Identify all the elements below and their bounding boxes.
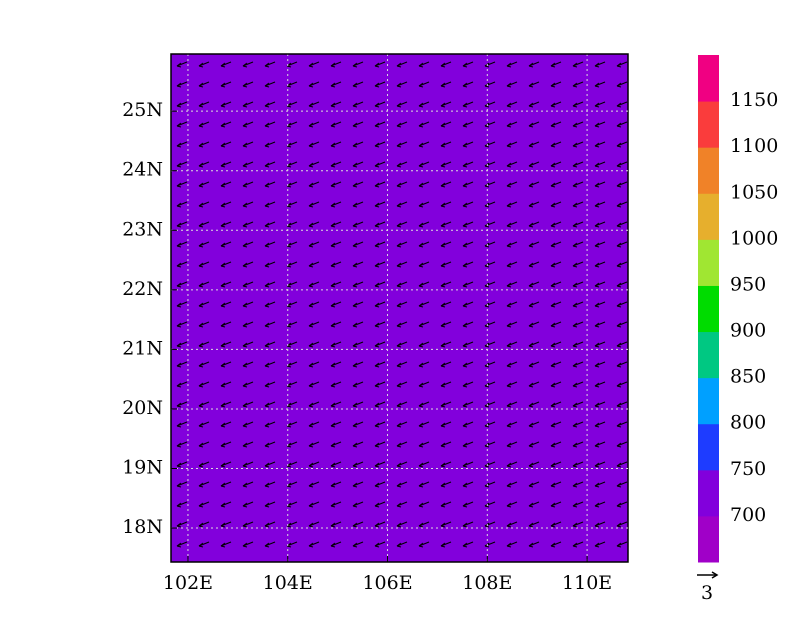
colorbar-swatch [698,239,719,286]
x-tick-label: 106E [362,572,412,594]
colorbar-label: 1100 [730,135,778,157]
colorbar-label: 700 [730,504,766,526]
colorbar-label: 1150 [730,89,778,111]
y-tick-label: 20N [122,397,163,419]
colorbar-swatch [698,377,719,425]
reference-arrow-head [711,571,719,579]
colorbar-label: 900 [730,320,766,342]
colorbar-label: 850 [730,366,766,388]
colorbar-swatch [698,147,719,194]
colorbar-swatch [698,469,719,517]
y-tick-label: 21N [122,337,163,359]
colorbar-label: 950 [730,273,766,295]
reference-vector-label: 3 [701,582,713,604]
x-tick-label: 102E [163,572,213,594]
y-tick-label: 18N [122,516,163,538]
colorbar-swatch [698,515,719,563]
y-tick-label: 25N [122,99,163,121]
colorbar-swatch [698,285,719,333]
colorbar-swatch [698,423,719,471]
colorbar: 700 750 800 850 900 950 1000 1050 1100 1150 [698,55,778,563]
colorbar-label: 750 [730,458,766,480]
y-tick-label: 22N [122,278,163,300]
wind-vectors [171,54,628,562]
colorbar-label: 1050 [730,181,778,203]
y-tick-label: 23N [122,218,163,240]
y-tick-label: 19N [122,456,163,478]
colorbar-swatch [698,331,719,379]
x-tick-label: 110E [562,572,612,594]
plot-frame [170,53,629,563]
y-tick-label: 24N [122,159,163,181]
colorbar-swatch [698,55,719,102]
x-tick-label: 108E [462,572,512,594]
x-tick-label: 104E [263,572,313,594]
colorbar-label: 1000 [730,227,778,249]
colorbar-label: 800 [730,412,766,434]
colorbar-swatch [698,101,719,148]
colorbar-swatch [698,193,719,240]
